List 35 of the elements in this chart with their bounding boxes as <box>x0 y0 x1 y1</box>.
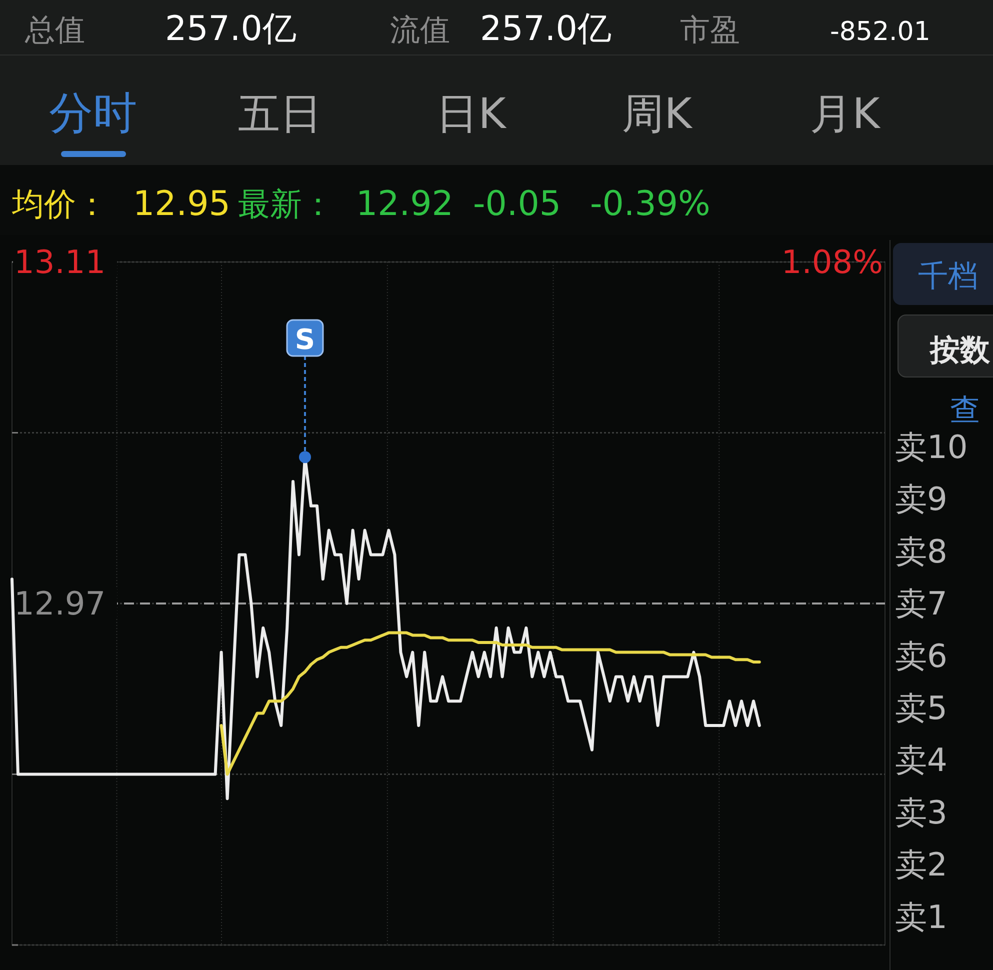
line-series <box>220 631 761 776</box>
text: 卖6 <box>895 636 948 675</box>
annotation: 1.08% <box>781 243 883 281</box>
text: 周K <box>622 89 694 138</box>
text: 257.0亿 <box>480 9 612 49</box>
y-tick-label: 13.11 <box>14 243 106 281</box>
text: -0.05 <box>473 184 561 224</box>
text: 最新： <box>238 185 334 223</box>
text: 卖3 <box>895 793 948 832</box>
text: 总值 <box>24 13 85 48</box>
annotation: S <box>294 323 316 356</box>
text: 千档 <box>918 259 978 294</box>
text: 卖1 <box>895 898 948 936</box>
y-tick-label: 12.97 <box>14 584 106 622</box>
text: 卖4 <box>895 741 948 780</box>
text: 卖7 <box>895 584 948 623</box>
text: 流值 <box>390 13 450 48</box>
text: -852.01 <box>830 17 930 47</box>
text: 均价： <box>11 185 108 223</box>
text: 市盈 <box>680 13 740 48</box>
text: 257.0亿 <box>165 9 296 49</box>
text: 12.95 <box>133 184 230 224</box>
text: 月K <box>810 89 882 138</box>
text: 卖5 <box>895 689 948 727</box>
text: 查 <box>950 393 980 428</box>
text: 按数 <box>929 333 991 368</box>
text: 五日 <box>238 89 322 138</box>
text: 卖10 <box>895 428 968 466</box>
text: 分时 <box>49 88 137 139</box>
text: 卖8 <box>895 532 948 570</box>
text: -0.39% <box>590 184 710 224</box>
text: 12.92 <box>356 184 454 224</box>
text: 卖9 <box>895 480 948 518</box>
text: 日K <box>436 89 508 138</box>
text: 卖2 <box>895 846 948 884</box>
